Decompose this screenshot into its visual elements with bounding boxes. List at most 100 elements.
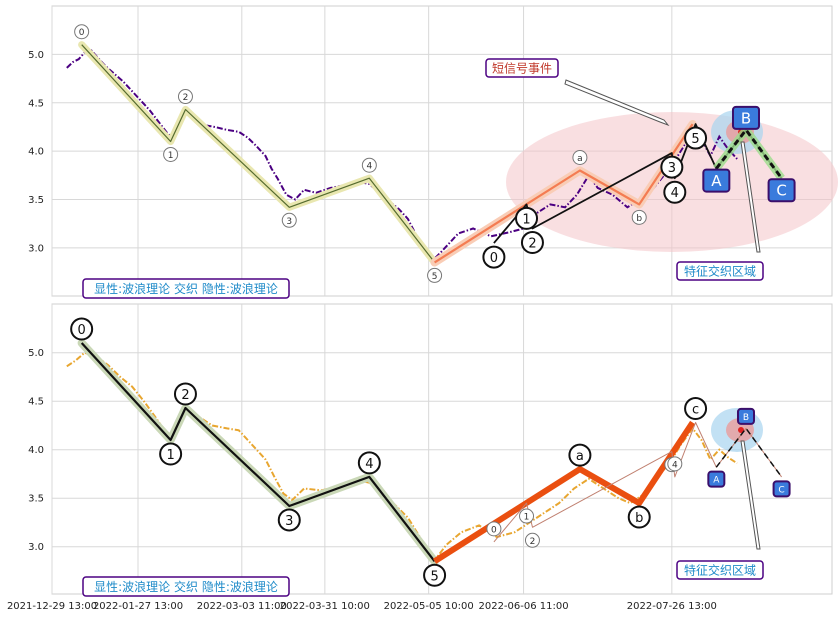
y-tick-label: 3.0	[28, 542, 44, 553]
x-tick-label: 2022-03-03 11:00	[197, 601, 287, 612]
wave-marker	[627, 505, 651, 529]
wave-marker	[663, 180, 687, 204]
wave-box-label: A	[713, 476, 720, 486]
wave-marker	[519, 508, 535, 524]
x-tick-label: 2021-12-29 13:00	[7, 601, 97, 612]
callout-arrow	[740, 440, 761, 550]
wave-marker	[281, 212, 297, 228]
y-tick-label: 3.5	[28, 494, 44, 505]
wave-marker	[70, 317, 94, 341]
wave-label: 3	[286, 217, 292, 227]
x-tick-label: 2022-06-06 11:00	[478, 601, 568, 612]
wave-line	[80, 342, 436, 562]
wave-label: b	[636, 214, 642, 224]
wave-label: 0	[491, 525, 497, 535]
wave-label: 0	[79, 28, 85, 38]
wave-label: 1	[522, 212, 530, 227]
wave-marker	[667, 456, 683, 472]
wave-label: 5	[432, 272, 438, 282]
wave-label: 1	[166, 448, 174, 463]
wave-box-label: A	[711, 172, 722, 190]
wave-line	[81, 44, 436, 263]
wave-marker	[486, 521, 502, 537]
x-tick-label: 2022-03-31 10:00	[280, 601, 370, 612]
wave-marker	[277, 508, 301, 532]
wave-box	[767, 178, 796, 203]
wave-marker	[74, 24, 90, 40]
wave-label: 3	[285, 514, 293, 529]
callout-label: 特征交织区域	[684, 264, 756, 279]
callout-arrow	[740, 141, 761, 253]
caption-box	[82, 278, 290, 299]
wave-label: 4	[671, 186, 679, 201]
y-tick-label: 4.5	[28, 98, 44, 109]
x-tick-label: 2022-05-05 10:00	[384, 601, 474, 612]
wave-marker	[159, 442, 183, 466]
wave-box-label: C	[776, 182, 786, 200]
wave-box	[736, 407, 755, 425]
wave-label: 4	[366, 162, 372, 172]
wave-marker	[572, 150, 588, 165]
wave-label: 2	[530, 537, 536, 547]
wave-marker	[631, 209, 647, 225]
wave-marker	[524, 532, 540, 548]
wave-box	[731, 105, 760, 130]
y-tick-label: 5.0	[28, 348, 44, 359]
wave-marker	[357, 451, 381, 475]
wave-marker	[568, 443, 592, 467]
wave-label: 2	[181, 388, 189, 403]
wave-halo	[713, 125, 785, 181]
x-tick-label: 2022-07-26 13:00	[627, 601, 717, 612]
wave-label: 1	[168, 151, 174, 161]
wave-marker	[427, 267, 443, 283]
wave-label: 1	[524, 513, 530, 523]
wave-marker	[423, 563, 447, 587]
wave-label: 5	[430, 569, 438, 584]
x-tick-label: 2022-01-27 13:00	[93, 601, 183, 612]
wave-marker	[177, 89, 193, 105]
wave-marker	[684, 126, 708, 150]
wave-marker	[361, 157, 377, 173]
wave-label: 5	[691, 132, 699, 147]
wave-label: a	[576, 449, 584, 464]
wave-label: b	[635, 511, 643, 526]
callout-arrow	[564, 79, 670, 127]
callout-box	[485, 58, 559, 78]
wave-box-label: B	[741, 109, 751, 127]
callout-label: 短信号事件	[492, 62, 552, 76]
wave-marker	[515, 206, 539, 230]
panel-top: 3.0 3.5 4.0 4.5 5.0 0 1 2 3 4 5 a b 0 1 2 3 4 5 A B C 短信号事件特征交…	[28, 5, 838, 299]
wave-box	[772, 480, 791, 498]
callout-box	[676, 261, 764, 281]
y-tick-label: 4.0	[28, 147, 44, 158]
wave-marker	[163, 146, 179, 162]
wave-box	[707, 470, 726, 488]
caption-text: 显性:波浪理论 交织 隐性:波浪理论	[94, 281, 278, 296]
caption-box	[82, 576, 290, 597]
wave-label: 3	[668, 161, 676, 176]
wave-marker	[684, 397, 708, 421]
wave-label: 0	[78, 323, 86, 338]
callout-label: 特征交织区域	[684, 563, 756, 578]
wave-marker	[173, 382, 197, 406]
wave-marker	[660, 155, 684, 179]
wave-label: 2	[183, 93, 189, 103]
y-tick-label: 4.5	[28, 397, 44, 408]
feature-point	[738, 427, 744, 433]
wave-label: 2	[528, 237, 536, 252]
y-tick-label: 3.5	[28, 195, 44, 206]
y-tick-label: 5.0	[28, 50, 44, 61]
wave-box-label: B	[743, 413, 749, 423]
caption-text: 显性:波浪理论 交织 隐性:波浪理论	[94, 579, 278, 594]
wave-marker	[520, 231, 544, 255]
callout-box	[676, 560, 764, 580]
wave-marker	[482, 245, 506, 269]
wave-label: 4	[672, 460, 678, 470]
wave-box-label: C	[778, 485, 784, 495]
wave-label: 4	[365, 457, 373, 472]
y-tick-label: 4.0	[28, 445, 44, 456]
wave-label: c	[692, 403, 699, 418]
wave-label: 0	[490, 251, 498, 266]
wave-box	[702, 168, 731, 193]
